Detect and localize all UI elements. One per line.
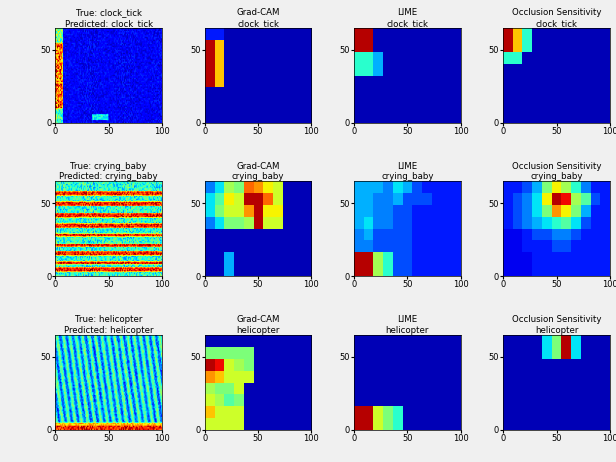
- Title: Grad-CAM
clock_tick: Grad-CAM clock_tick: [237, 8, 280, 28]
- Title: Occlusion Sensitivity
helicopter: Occlusion Sensitivity helicopter: [512, 316, 601, 335]
- Title: Occlusion Sensitivity
crying_baby: Occlusion Sensitivity crying_baby: [512, 162, 601, 181]
- Title: Occlusion Sensitivity
clock_tick: Occlusion Sensitivity clock_tick: [512, 8, 601, 28]
- Title: Grad-CAM
helicopter: Grad-CAM helicopter: [237, 316, 280, 335]
- Title: Grad-CAM
crying_baby: Grad-CAM crying_baby: [232, 162, 284, 181]
- Title: LIME
clock_tick: LIME clock_tick: [386, 8, 428, 28]
- Title: True: crying_baby
Predicted: crying_baby: True: crying_baby Predicted: crying_baby: [59, 162, 158, 181]
- Title: LIME
crying_baby: LIME crying_baby: [381, 162, 434, 181]
- Title: LIME
helicopter: LIME helicopter: [386, 316, 429, 335]
- Title: True: helicopter
Predicted: helicopter: True: helicopter Predicted: helicopter: [64, 316, 153, 335]
- Title: True: clock_tick
Predicted: clock_tick: True: clock_tick Predicted: clock_tick: [65, 8, 153, 28]
